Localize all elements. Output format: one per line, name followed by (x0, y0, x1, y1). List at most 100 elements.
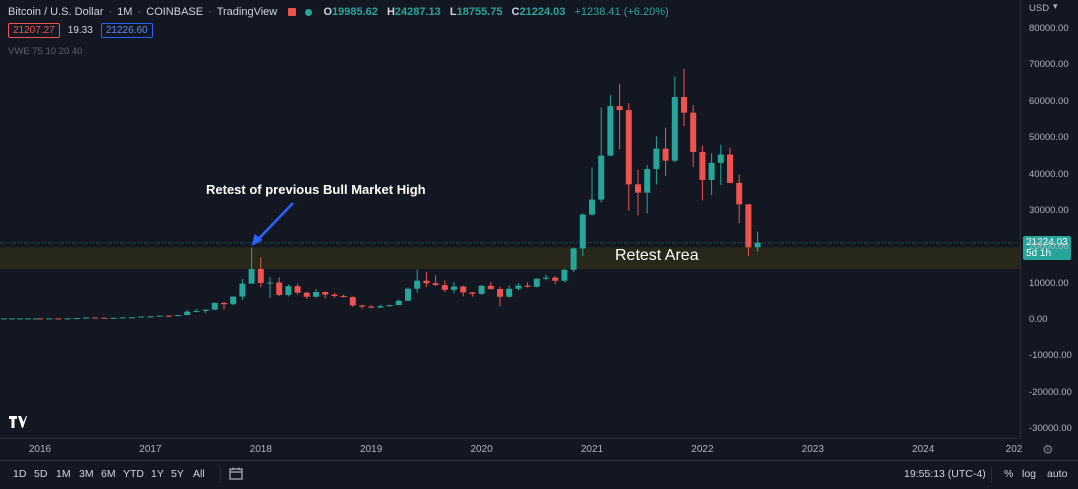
candle-body (386, 305, 393, 307)
candle-body (46, 318, 53, 320)
candle-body (156, 315, 163, 317)
range-button-1m[interactable]: 1M (56, 468, 71, 480)
separator-dot: · (137, 6, 142, 18)
candle-body (294, 286, 301, 293)
x-axis-label: 2020 (470, 444, 493, 455)
candle-body (368, 306, 375, 308)
candle-body (230, 296, 237, 305)
candle-body (451, 286, 457, 290)
candle-body (727, 154, 733, 183)
buy-button[interactable]: 21226.60 (100, 23, 153, 38)
candle-body (524, 285, 531, 287)
candle-body (625, 110, 632, 185)
close-value: 21224.03 (519, 6, 566, 18)
candle-body (469, 292, 476, 294)
range-button-1d[interactable]: 1D (13, 468, 27, 480)
range-button-3m[interactable]: 3M (79, 468, 94, 480)
candle-body (331, 294, 338, 296)
source-label: TradingView (216, 6, 278, 18)
x-axis-label: 202 (1005, 444, 1023, 455)
date-range-icon[interactable] (229, 467, 243, 484)
candle-body (101, 317, 108, 319)
percent-toggle[interactable]: % (1004, 468, 1014, 480)
y-axis-label: 80000.00 (1029, 23, 1069, 34)
time-axis[interactable]: ⚙ 2016 2017 2018 2019 2020 2021 2022 2023 2024 20… (0, 438, 1054, 461)
candle-body (285, 286, 292, 295)
candle-body (110, 317, 117, 319)
candle-body (359, 305, 365, 307)
candle-body (708, 162, 715, 180)
candle-body (644, 169, 651, 193)
candle-body (175, 315, 181, 317)
candle-body (506, 288, 513, 297)
indicator-label[interactable]: VWE 75 10 20 40 (8, 46, 83, 57)
symbol-name[interactable]: Bitcoin / U.S. Dollar (8, 6, 104, 18)
range-button-6m[interactable]: 6M (101, 468, 116, 480)
settings-gear-icon[interactable]: ⚙ (1042, 442, 1054, 457)
candle-body (441, 285, 448, 290)
candle-body (395, 300, 402, 306)
candle-body (497, 289, 503, 297)
x-axis-label: 2024 (912, 444, 935, 455)
candle-body (598, 155, 605, 200)
candle-body (267, 282, 273, 284)
ohlc-values: O19985.62 H24287.13 L18755.75 C21224.03 … (323, 6, 674, 18)
price-chart[interactable] (0, 0, 1020, 438)
candle-body (552, 277, 559, 281)
y-axis-label: 10000.00 (1029, 277, 1069, 289)
range-button-5y[interactable]: 5Y (171, 468, 184, 480)
candle-body (202, 309, 209, 311)
x-axis-label: 2018 (249, 444, 272, 455)
y-axis-label: -30000.00 (1029, 423, 1072, 435)
candle-body (322, 291, 329, 295)
candle-body (248, 269, 255, 284)
high-value: 24287.13 (394, 6, 441, 18)
high-label: H (386, 6, 395, 18)
candle-body (570, 248, 577, 270)
y-axis-label: -20000.00 (1029, 386, 1072, 398)
retest-area-label: Retest Area (615, 247, 699, 264)
bottom-toolbar: 1D 5D 1M 3M 6M YTD 1Y 5Y All 19:55:13 (UTC-4) % … (0, 460, 1078, 489)
sell-button[interactable]: 21207.27 (8, 23, 60, 38)
last-price-value: 21224.03 (1026, 237, 1068, 248)
y-axis-label: -10000.00 (1029, 350, 1072, 362)
currency-dropdown-icon[interactable]: ▾ (1053, 1, 1058, 11)
arrow-head-icon (251, 234, 263, 246)
candle-body (423, 280, 430, 284)
candle-body (184, 311, 191, 316)
exchange-label: COINBASE (146, 6, 204, 18)
candle-body (432, 283, 439, 286)
change-value: +1238.41 (+6.20%) (574, 6, 669, 18)
tradingview-logo[interactable] (8, 414, 28, 432)
range-button-1y[interactable]: 1Y (151, 468, 164, 480)
candle-body (671, 97, 678, 161)
y-axis-label: 60000.00 (1029, 95, 1069, 107)
candle-body (717, 154, 724, 163)
candle-body (589, 199, 595, 215)
market-status-icon (288, 8, 297, 17)
candle-body (736, 182, 743, 205)
y-axis-label: 50000.00 (1029, 132, 1069, 144)
x-axis-label: 2019 (360, 444, 383, 455)
auto-toggle[interactable]: auto (1047, 468, 1068, 480)
x-axis-label: 2023 (801, 444, 824, 455)
spread-value: 19.33 (67, 25, 93, 36)
range-button-5d[interactable]: 5D (34, 468, 48, 480)
retest-zone (0, 247, 1020, 270)
candle-body (340, 295, 347, 298)
candle-body (129, 317, 135, 319)
y-axis-label: 30000.00 (1029, 204, 1069, 216)
interval-label[interactable]: 1M (117, 6, 133, 18)
clock-time[interactable]: 19:55:13 (UTC-4) (904, 468, 986, 480)
log-toggle[interactable]: log (1022, 468, 1037, 480)
last-price-tag: 21224.03 5d 1h (1023, 236, 1071, 260)
bar-countdown: 5d 1h (1026, 248, 1052, 259)
candle-body (561, 269, 568, 281)
range-button-all[interactable]: All (193, 468, 205, 480)
price-axis[interactable]: USD ▾ 21224.03 5d 1h 80000.00 70000.00 600… (1020, 0, 1078, 438)
candle-body (681, 97, 687, 113)
range-button-ytd[interactable]: YTD (123, 468, 144, 480)
y-axis-label: 20000.00 (1029, 241, 1069, 253)
separator-dot: · (208, 6, 212, 18)
currency-label[interactable]: USD (1029, 3, 1050, 14)
